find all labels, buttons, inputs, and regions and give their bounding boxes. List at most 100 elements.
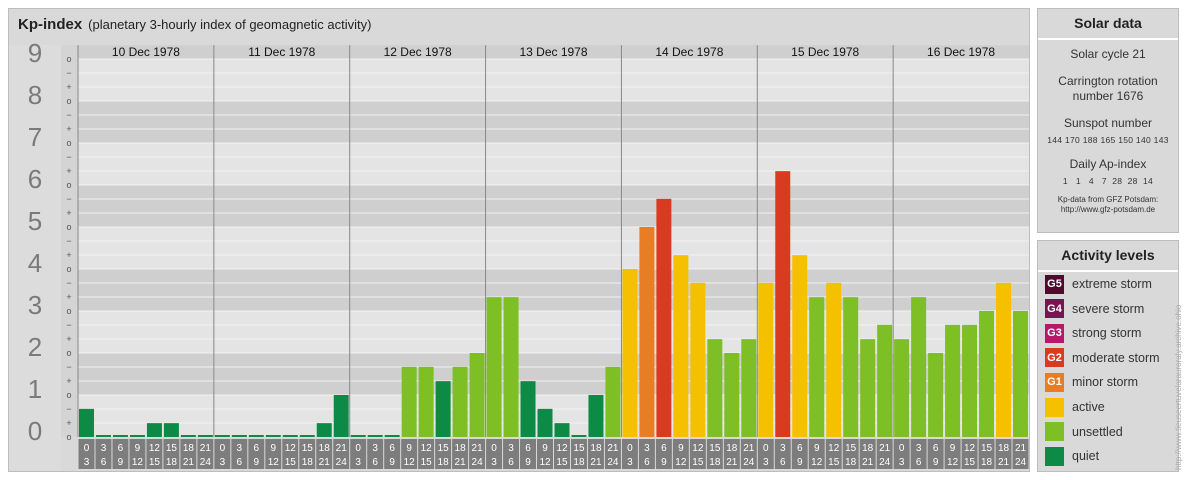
grid-band bbox=[78, 45, 1029, 59]
x-tick-start: 6 bbox=[661, 443, 667, 454]
x-tick-start: 9 bbox=[542, 443, 548, 454]
kp-bar bbox=[452, 366, 468, 437]
legend-swatch: G4 bbox=[1045, 299, 1064, 319]
x-tick-start: 15 bbox=[845, 443, 857, 454]
y-subtick-label: − bbox=[66, 320, 71, 330]
x-tick-start: 15 bbox=[573, 443, 585, 454]
x-axis-cell bbox=[248, 439, 265, 469]
solar-cycle: Solar cycle 21 bbox=[1070, 47, 1146, 61]
x-tick-end: 12 bbox=[947, 457, 959, 468]
x-tick-end: 9 bbox=[797, 457, 803, 468]
x-tick-start: 9 bbox=[135, 443, 141, 454]
y-subtick-label: o bbox=[66, 432, 71, 442]
legend-row-active: active bbox=[1045, 397, 1105, 417]
kp-bar bbox=[282, 435, 298, 437]
x-tick-start: 21 bbox=[336, 443, 348, 454]
x-axis-cell bbox=[961, 439, 978, 469]
x-tick-end: 15 bbox=[964, 457, 976, 468]
y-subtick-label: + bbox=[66, 250, 71, 260]
legend-swatch bbox=[1045, 446, 1064, 466]
x-tick-end: 6 bbox=[644, 457, 650, 468]
kp-bar bbox=[418, 366, 434, 437]
kp-bar bbox=[129, 435, 145, 437]
x-axis-cell bbox=[78, 439, 95, 469]
x-axis-cell bbox=[435, 439, 452, 469]
legend-swatch: G5 bbox=[1045, 274, 1064, 294]
activity-levels-title: Activity levels bbox=[1038, 241, 1178, 272]
kp-bar bbox=[503, 297, 519, 437]
legend-row-unsettled: unsettled bbox=[1045, 422, 1123, 442]
x-axis-cell bbox=[944, 439, 961, 469]
y-subtick-label: − bbox=[66, 362, 71, 372]
day-label: 11 Dec 1978 bbox=[248, 45, 315, 59]
y-subtick-label: − bbox=[66, 194, 71, 204]
y-subtick-label: o bbox=[66, 180, 71, 190]
x-tick-end: 21 bbox=[862, 457, 874, 468]
x-tick-start: 21 bbox=[607, 443, 619, 454]
y-subtick-label: o bbox=[66, 54, 71, 64]
x-tick-end: 6 bbox=[101, 457, 107, 468]
kp-bar bbox=[911, 297, 927, 437]
legend-swatch: G1 bbox=[1045, 372, 1064, 392]
kp-bar bbox=[775, 171, 791, 437]
x-tick-start: 18 bbox=[998, 443, 1010, 454]
x-tick-start: 9 bbox=[271, 443, 277, 454]
x-tick-end: 15 bbox=[149, 457, 161, 468]
x-axis-cell bbox=[774, 439, 791, 469]
x-tick-start: 12 bbox=[421, 443, 433, 454]
x-tick-end: 21 bbox=[590, 457, 602, 468]
kp-bar bbox=[588, 395, 604, 437]
kp-bar bbox=[622, 269, 638, 437]
x-tick-start: 0 bbox=[763, 443, 769, 454]
x-tick-end: 18 bbox=[438, 457, 450, 468]
chart-subtitle: (planetary 3-hourly index of geomagnetic… bbox=[88, 17, 372, 32]
x-tick-start: 9 bbox=[814, 443, 820, 454]
kp-bar bbox=[401, 366, 417, 437]
ap-index-title: Daily Ap-index bbox=[1069, 157, 1147, 171]
activity-levels-panel: Activity levels G5 extreme storm G4 severe … bbox=[1037, 240, 1179, 472]
x-axis-cell bbox=[842, 439, 859, 469]
x-axis-cell bbox=[927, 439, 944, 469]
data-source-link[interactable]: http://www.gfz-potsdam.de bbox=[1060, 205, 1156, 214]
grid-band bbox=[78, 143, 1029, 185]
legend-swatch: G2 bbox=[1045, 348, 1064, 368]
sunspot-values: 144 170 188 165 150 140 143 bbox=[1047, 135, 1169, 145]
x-tick-start: 21 bbox=[743, 443, 755, 454]
x-axis-cell bbox=[825, 439, 842, 469]
kp-bar bbox=[707, 339, 723, 437]
x-tick-start: 15 bbox=[709, 443, 721, 454]
x-tick-start: 6 bbox=[389, 443, 395, 454]
x-axis-cell bbox=[621, 439, 638, 469]
x-axis-cell bbox=[503, 439, 520, 469]
x-tick-start: 21 bbox=[472, 443, 484, 454]
kp-bar bbox=[316, 423, 332, 437]
x-tick-start: 3 bbox=[916, 443, 922, 454]
y-subtick-label: o bbox=[66, 138, 71, 148]
legend-swatch bbox=[1045, 397, 1064, 417]
kp-bar bbox=[214, 435, 230, 437]
x-tick-start: 3 bbox=[780, 443, 786, 454]
y-subtick-label: + bbox=[66, 376, 71, 386]
x-tick-start: 18 bbox=[726, 443, 738, 454]
x-tick-end: 15 bbox=[556, 457, 568, 468]
y-subtick-label: + bbox=[66, 334, 71, 344]
x-axis-cell bbox=[876, 439, 893, 469]
kp-bar bbox=[962, 324, 978, 437]
x-tick-start: 9 bbox=[950, 443, 956, 454]
x-axis-cell bbox=[554, 439, 570, 469]
kp-bar bbox=[928, 353, 944, 437]
x-tick-start: 3 bbox=[644, 443, 650, 454]
x-tick-start: 9 bbox=[678, 443, 684, 454]
x-tick-start: 12 bbox=[692, 443, 704, 454]
legend-label: extreme storm bbox=[1072, 277, 1152, 291]
x-tick-end: 6 bbox=[508, 457, 514, 468]
y-subtick-label: o bbox=[66, 390, 71, 400]
x-tick-end: 24 bbox=[336, 457, 348, 468]
x-tick-end: 3 bbox=[355, 457, 361, 468]
kp-bar bbox=[248, 435, 264, 437]
kp-bar bbox=[571, 435, 587, 437]
kp-bar bbox=[146, 423, 162, 437]
legend-row-extreme-storm: G5 extreme storm bbox=[1045, 274, 1152, 294]
x-tick-end: 15 bbox=[692, 457, 704, 468]
x-tick-end: 24 bbox=[1015, 457, 1027, 468]
